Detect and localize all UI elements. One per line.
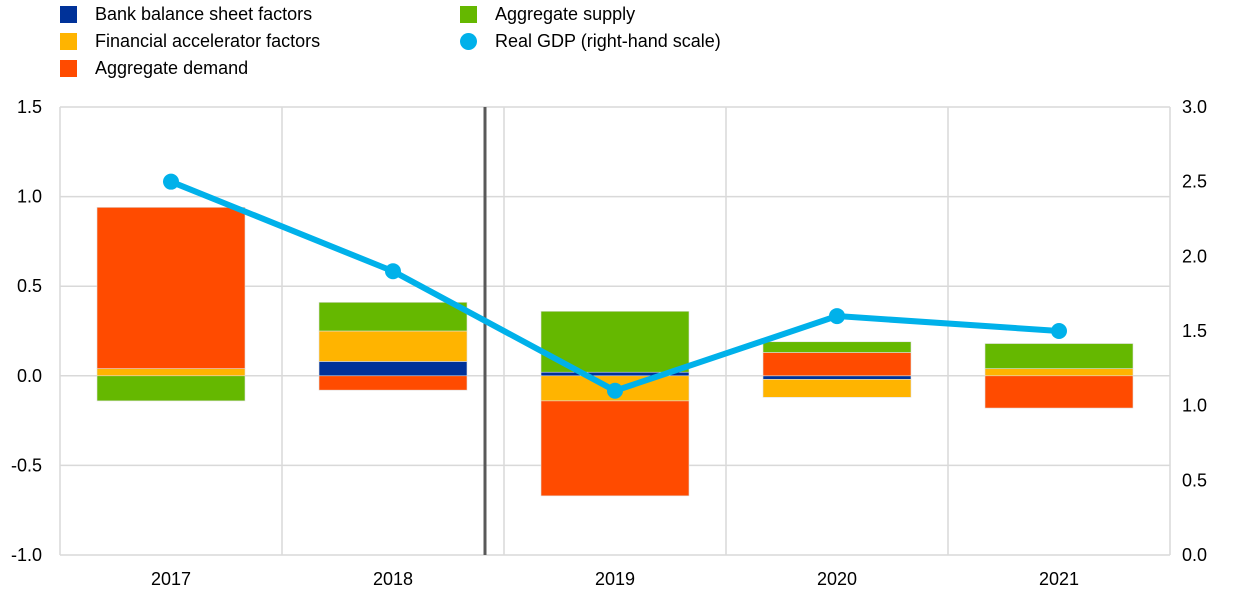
- legend-label: Real GDP (right-hand scale): [495, 30, 721, 51]
- y2-tick-label: 0.5: [1182, 470, 1207, 490]
- legend-swatch: [60, 59, 77, 77]
- y-tick-label: -0.5: [11, 455, 42, 475]
- gdp-point: [163, 173, 179, 190]
- legend-label: Bank balance sheet factors: [95, 3, 313, 24]
- bar-aggregate-demand: [318, 375, 468, 391]
- y-tick-label: 1.0: [17, 187, 42, 207]
- bar-financial-accelerator-factors: [762, 379, 912, 398]
- y2-tick-label: 1.5: [1182, 321, 1207, 341]
- bar-aggregate-demand: [540, 400, 690, 497]
- gdp-point: [385, 263, 401, 280]
- legend-marker: [460, 32, 477, 50]
- legend-label: Aggregate demand: [95, 57, 249, 78]
- legend-bank: Bank balance sheet factors: [60, 1, 312, 27]
- legend-demand: Aggregate demand: [60, 55, 248, 81]
- y2-tick-label: 2.0: [1182, 246, 1207, 266]
- legend-swatch: [60, 5, 77, 23]
- y2-tick-label: 3.0: [1182, 97, 1207, 117]
- bar-aggregate-supply: [984, 343, 1134, 369]
- legend-swatch: [60, 32, 77, 50]
- bar-financial-accelerator-factors: [318, 330, 468, 362]
- y-tick-label: 0.0: [17, 366, 42, 386]
- x-tick-label: 2017: [151, 569, 191, 589]
- y2-tick-label: 1.0: [1182, 396, 1207, 416]
- y-tick-label: -1.0: [11, 545, 42, 565]
- legend-financial: Financial accelerator factors: [60, 28, 320, 54]
- bar-aggregate-demand: [762, 352, 912, 377]
- bar-bank-balance-sheet-factors: [318, 361, 468, 377]
- legend-label: Financial accelerator factors: [95, 30, 321, 51]
- x-tick-label: 2021: [1039, 569, 1079, 589]
- legend-supply: Aggregate supply: [460, 1, 635, 27]
- bar-aggregate-supply: [762, 341, 912, 353]
- bar-financial-accelerator-factors: [984, 368, 1134, 377]
- bar-bank-balance-sheet-factors: [762, 375, 912, 380]
- y2-tick-label: 0.0: [1182, 545, 1207, 565]
- gdp-point: [607, 382, 623, 399]
- legend-gdp: Real GDP (right-hand scale): [460, 28, 721, 54]
- x-tick-label: 2019: [595, 569, 635, 589]
- bar-aggregate-demand: [96, 207, 246, 369]
- bar-aggregate-demand: [984, 375, 1134, 409]
- bar-aggregate-supply: [96, 375, 246, 402]
- y-tick-label: 0.5: [17, 276, 42, 296]
- bar-financial-accelerator-factors: [96, 368, 246, 377]
- y-tick-label: 1.5: [17, 97, 42, 117]
- gdp-point: [829, 308, 845, 325]
- gdp-point: [1051, 323, 1067, 339]
- legend-label: Aggregate supply: [495, 3, 636, 24]
- x-tick-label: 2020: [817, 569, 857, 589]
- x-tick-label: 2018: [373, 569, 413, 589]
- bar-aggregate-supply: [318, 302, 468, 332]
- y2-tick-label: 2.5: [1182, 172, 1207, 192]
- legend-swatch: [460, 5, 477, 23]
